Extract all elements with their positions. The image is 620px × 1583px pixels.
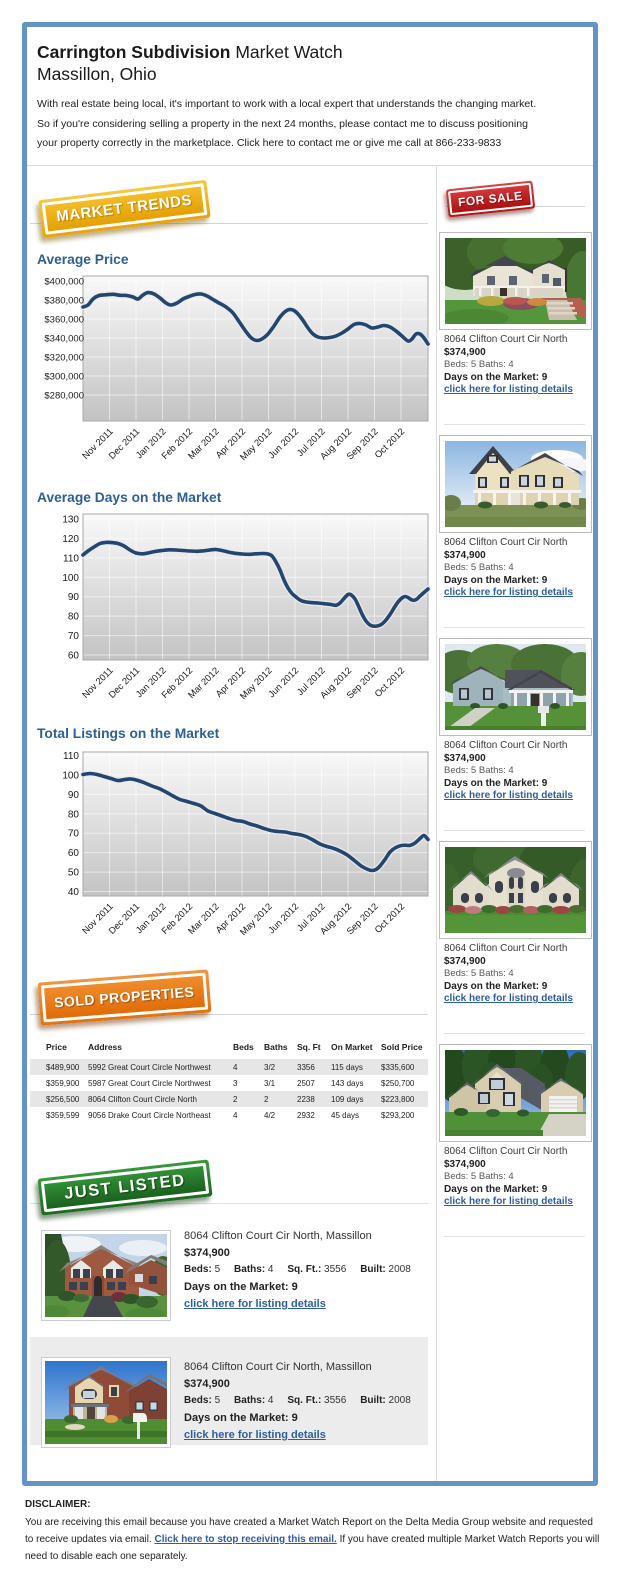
svg-text:70: 70 <box>68 829 80 840</box>
svg-text:60: 60 <box>68 848 80 859</box>
svg-text:$360,000: $360,000 <box>44 315 84 326</box>
svg-text:$300,000: $300,000 <box>44 372 84 383</box>
svg-text:90: 90 <box>68 592 80 603</box>
svg-text:60: 60 <box>68 651 80 662</box>
svg-text:120: 120 <box>62 534 79 545</box>
svg-text:110: 110 <box>63 553 79 564</box>
svg-text:80: 80 <box>68 612 80 623</box>
svg-text:40: 40 <box>68 887 80 898</box>
svg-text:90: 90 <box>68 790 80 801</box>
svg-text:70: 70 <box>68 631 80 642</box>
svg-text:110: 110 <box>63 751 79 762</box>
svg-text:$320,000: $320,000 <box>44 353 84 364</box>
svg-text:130: 130 <box>62 515 79 526</box>
svg-text:$340,000: $340,000 <box>44 334 84 345</box>
svg-text:100: 100 <box>62 573 79 584</box>
svg-text:$280,000: $280,000 <box>44 391 84 402</box>
svg-text:100: 100 <box>62 770 79 781</box>
svg-text:$380,000: $380,000 <box>44 296 84 307</box>
svg-text:80: 80 <box>68 809 80 820</box>
svg-text:50: 50 <box>68 868 80 879</box>
svg-text:$400,000: $400,000 <box>44 277 84 288</box>
